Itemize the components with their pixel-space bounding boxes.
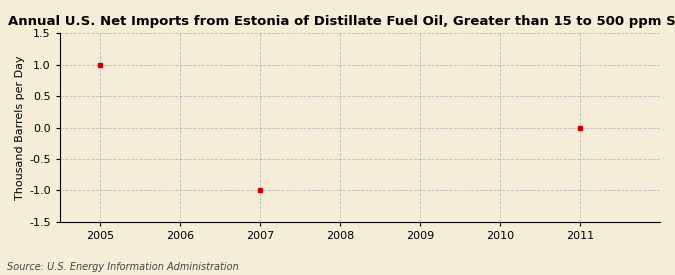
Y-axis label: Thousand Barrels per Day: Thousand Barrels per Day [15,55,25,200]
Text: Source: U.S. Energy Information Administration: Source: U.S. Energy Information Administ… [7,262,238,272]
Title: Annual U.S. Net Imports from Estonia of Distillate Fuel Oil, Greater than 15 to : Annual U.S. Net Imports from Estonia of … [8,15,675,28]
